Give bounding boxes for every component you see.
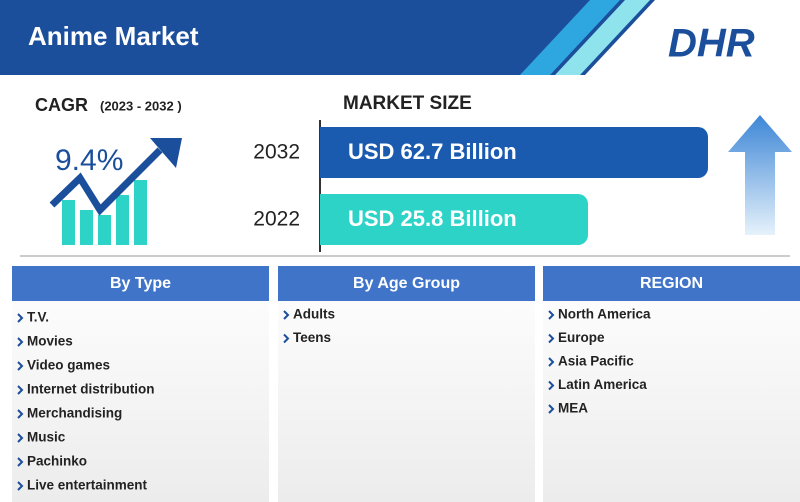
segment-item: Live entertainment bbox=[27, 478, 148, 493]
segment-item: Europe bbox=[558, 330, 605, 345]
panel bbox=[278, 266, 535, 502]
panel-title: REGION bbox=[640, 275, 703, 292]
segments: By Type T.V. Movies Video games Internet dis… bbox=[12, 266, 800, 502]
bullet bbox=[283, 310, 290, 320]
segment-item: Internet distribution bbox=[27, 382, 155, 397]
bullet bbox=[548, 357, 555, 367]
bar-2022 bbox=[320, 194, 588, 245]
year-label: 2022 bbox=[253, 208, 300, 231]
panel-header bbox=[278, 266, 535, 301]
bullet bbox=[548, 404, 555, 414]
bullet bbox=[283, 333, 290, 344]
segment-item: MEA bbox=[558, 401, 588, 416]
cagr-value: 9.4% bbox=[55, 144, 123, 177]
segment-item: Video games bbox=[27, 358, 110, 373]
panel-title: By Type bbox=[110, 275, 171, 292]
bullet bbox=[548, 380, 555, 391]
bar-2032 bbox=[320, 127, 708, 178]
panel bbox=[543, 266, 800, 502]
growth-icon bbox=[62, 180, 147, 245]
segment-item: Music bbox=[27, 430, 66, 445]
bullet bbox=[17, 313, 24, 323]
panel bbox=[12, 266, 269, 502]
bullet bbox=[17, 385, 24, 395]
growth-arrow-head bbox=[150, 138, 182, 168]
growth-arrow bbox=[49, 147, 163, 216]
up-arrow bbox=[728, 115, 792, 235]
cagr-period: (2023 - 2032 ) bbox=[100, 98, 182, 113]
bullet bbox=[17, 457, 24, 467]
segment-item: Pachinko bbox=[27, 454, 87, 469]
segment-item: T.V. bbox=[27, 310, 49, 325]
segment-item: Asia Pacific bbox=[558, 354, 634, 369]
market-value: USD 62.7 Billion bbox=[348, 139, 517, 164]
bullet bbox=[548, 333, 555, 344]
panel-header bbox=[543, 266, 800, 301]
bullet bbox=[17, 481, 24, 491]
header-title: Anime Market bbox=[28, 21, 199, 51]
bullet bbox=[17, 433, 24, 443]
bullet bbox=[17, 409, 24, 419]
segment-item: Merchandising bbox=[27, 406, 122, 421]
segment-item: Latin America bbox=[558, 377, 647, 392]
logo-area bbox=[585, 0, 800, 75]
bullet bbox=[17, 337, 24, 347]
segment-item: Teens bbox=[293, 330, 331, 345]
segment-item: Adults bbox=[293, 307, 335, 322]
panel-header bbox=[12, 266, 269, 301]
bullet bbox=[17, 361, 24, 371]
bullet bbox=[548, 310, 555, 320]
year-label: 2032 bbox=[253, 141, 300, 164]
panel-title: By Age Group bbox=[353, 275, 460, 292]
cagr-label: CAGR bbox=[35, 95, 88, 115]
market-value: USD 25.8 Billion bbox=[348, 206, 517, 231]
header-stripe bbox=[555, 0, 650, 75]
market-size-title: MARKET SIZE bbox=[343, 93, 472, 114]
logo: DHR bbox=[668, 22, 755, 66]
header-stripe bbox=[520, 0, 620, 75]
segment-item: Movies bbox=[27, 334, 73, 349]
segment-item: North America bbox=[558, 307, 651, 322]
